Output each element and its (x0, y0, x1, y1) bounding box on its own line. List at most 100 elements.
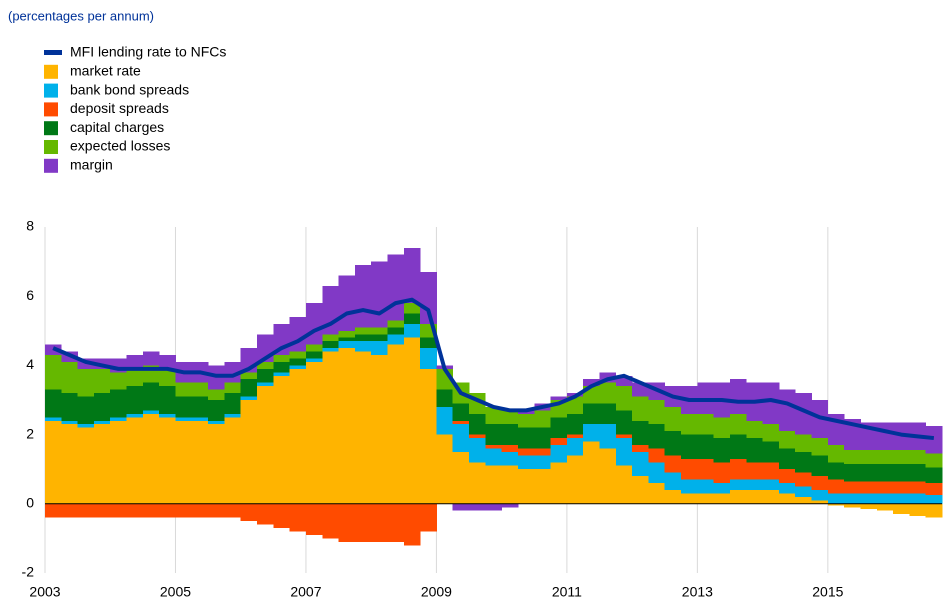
bar-segment (289, 503, 307, 532)
bar-segment (501, 465, 519, 504)
bar-segment (713, 438, 731, 463)
bars (45, 247, 943, 546)
bar-segment (893, 493, 910, 504)
legend-swatch (44, 121, 58, 136)
bar-segment (159, 368, 176, 387)
bar-segment (550, 417, 568, 439)
bar-segment (844, 464, 861, 482)
bar-segment (110, 372, 127, 390)
bar-segment (322, 351, 339, 504)
bar-segment (697, 479, 715, 494)
bar-segment (420, 503, 437, 532)
bar-segment (208, 400, 225, 421)
bar-segment (191, 420, 209, 504)
bar-segment (681, 413, 698, 435)
bar-segment (925, 483, 943, 496)
bar-segment (338, 341, 356, 349)
bar-segment (860, 464, 878, 482)
bar-segment (191, 417, 209, 421)
bar-segment (273, 355, 291, 362)
bar-segment (550, 444, 568, 463)
bar-segment (159, 417, 176, 504)
bar-segment (257, 368, 274, 383)
bar-segment (175, 396, 193, 418)
bar-segment (909, 503, 927, 516)
bar-segment (305, 358, 323, 362)
bar-segment (909, 450, 927, 465)
bar-segment (811, 438, 829, 456)
bar-segment (827, 493, 845, 504)
bar-segment (648, 400, 666, 425)
x-tick-label: 2015 (812, 584, 843, 600)
bar-segment (925, 503, 943, 518)
legend-label: capital charges (70, 119, 164, 135)
bar-segment (827, 444, 845, 463)
bar-segment (93, 393, 111, 421)
bar-segment (93, 420, 111, 425)
bar-segment (876, 503, 894, 511)
bar-segment (142, 351, 160, 366)
bar-segment (371, 355, 388, 504)
bar-segment (273, 375, 291, 504)
bar-segment (485, 503, 503, 511)
bar-segment (191, 503, 209, 518)
bar-segment (876, 464, 894, 482)
legend-label: MFI lending rate to NFCs (70, 44, 226, 60)
bar-segment (61, 361, 79, 394)
bar-segment (61, 420, 79, 425)
bar-segment (257, 503, 274, 525)
bar-segment (550, 438, 568, 445)
bar-segment (354, 327, 372, 335)
bar-segment (224, 413, 242, 418)
bar-segment (289, 368, 307, 504)
bar-segment (729, 489, 747, 504)
bar-segment (583, 441, 600, 504)
bar-segment (159, 413, 176, 418)
bar-segment (77, 427, 95, 504)
bar-segment (648, 462, 666, 484)
bar-segment (648, 483, 666, 504)
bar-segment (844, 481, 861, 494)
bar-segment (93, 424, 111, 504)
bar-segment (664, 489, 682, 504)
bar-segment (778, 389, 796, 432)
bar-segment (257, 386, 274, 504)
bar-segment (289, 358, 307, 366)
bar-segment (77, 396, 95, 425)
bar-segment (860, 493, 878, 504)
bar-segment (469, 438, 486, 463)
bar-segment (697, 458, 715, 480)
bar-segment (403, 503, 421, 546)
bar-segment (338, 275, 356, 331)
bar-segment (844, 493, 861, 504)
y-tick-label: 4 (26, 356, 34, 372)
bar-segment (697, 413, 715, 435)
y-tick-label: 2 (26, 425, 34, 441)
bar-segment (517, 427, 535, 449)
bar-segment (322, 334, 339, 342)
bar-segment (599, 403, 617, 425)
bar-segment (550, 396, 568, 400)
bar-segment (501, 410, 519, 425)
bar-segment (159, 503, 176, 518)
bar-segment (566, 434, 584, 439)
bar-segment (469, 434, 486, 439)
bar-segment (925, 425, 943, 454)
bar-segment (876, 481, 894, 494)
bar-segment (925, 495, 943, 504)
bar-segment (93, 368, 111, 394)
bar-segment (387, 503, 405, 542)
bar-segment (452, 424, 470, 452)
bar-segment (208, 389, 225, 400)
bar-segment (126, 355, 144, 369)
bar-segment (501, 503, 519, 508)
bar-segment (126, 503, 144, 518)
bar-segment (827, 503, 845, 506)
bar-segment (615, 434, 633, 439)
bar-segment (795, 434, 812, 452)
bar-segment (159, 355, 176, 369)
bar-segment (191, 382, 209, 397)
bar-segment (876, 450, 894, 465)
y-tick-label: -2 (22, 564, 35, 580)
bar-segment (387, 320, 405, 328)
